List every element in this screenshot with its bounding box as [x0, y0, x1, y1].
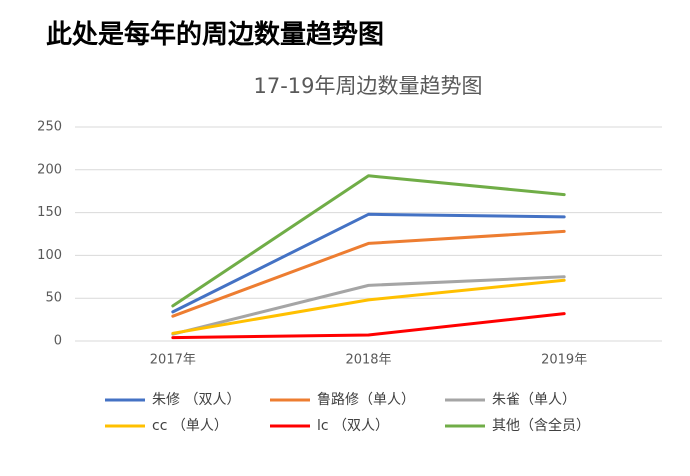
- x-tick-label: 2018年: [345, 353, 391, 368]
- series-line: [171, 278, 566, 335]
- legend-label: cc （单人）: [152, 418, 228, 434]
- legend-label: 鲁路修（单人）: [317, 392, 415, 408]
- legend-label: lc （双人）: [317, 418, 389, 434]
- legend-label: 其他（含全员）: [492, 417, 590, 434]
- series-line: [171, 174, 566, 308]
- series-line: [171, 229, 566, 318]
- legend-label: 朱雀（单人）: [492, 392, 576, 408]
- chart-title: 17-19年周边数量趋势图: [253, 74, 482, 98]
- series-line: [171, 212, 566, 314]
- y-tick-label: 100: [37, 248, 62, 263]
- series-line: [171, 312, 566, 340]
- x-tick-label: 2017年: [150, 353, 196, 368]
- x-tick-label: 2019年: [541, 353, 587, 368]
- legend-label: 朱修 （双人）: [152, 392, 240, 408]
- series-line: [171, 275, 566, 336]
- y-tick-label: 50: [45, 291, 62, 306]
- y-tick-label: 200: [37, 162, 62, 177]
- y-tick-label: 250: [37, 120, 62, 135]
- y-tick-label: 0: [54, 334, 62, 349]
- y-tick-label: 150: [37, 205, 62, 220]
- page-heading: 此处是每年的周边数量趋势图: [46, 20, 385, 50]
